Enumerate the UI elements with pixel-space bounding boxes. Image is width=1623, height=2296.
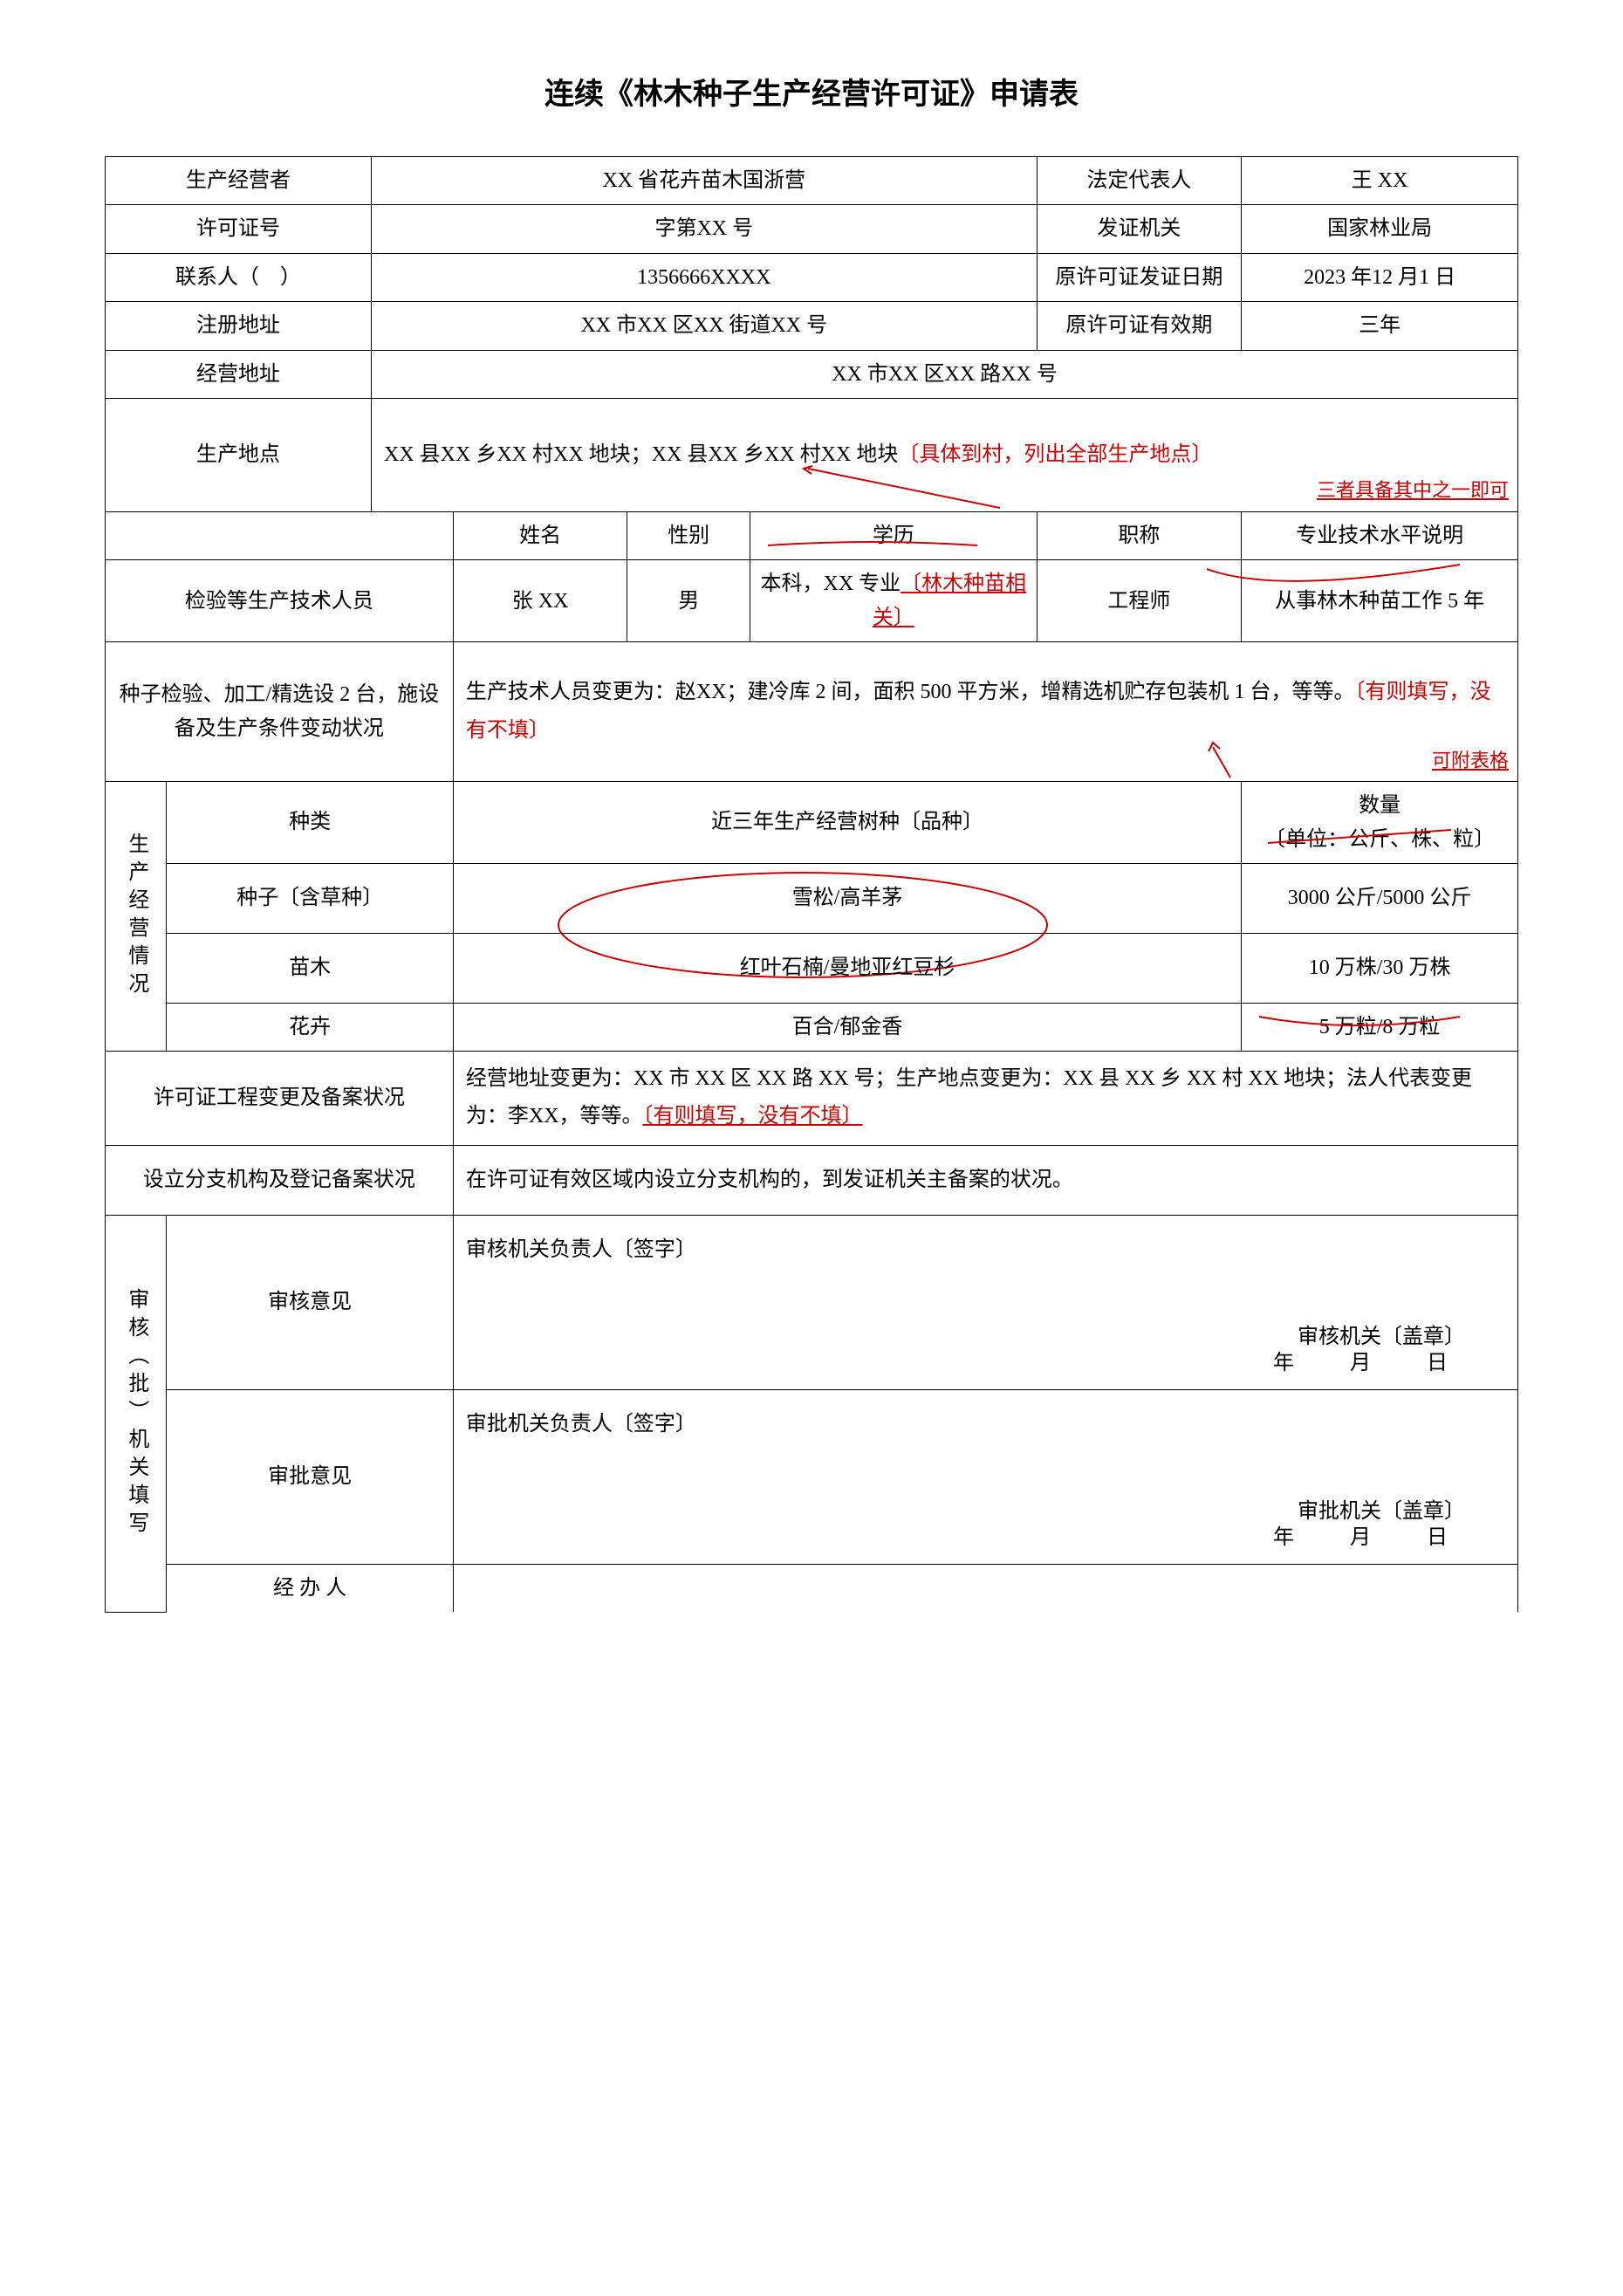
- label-quantity: 数量 〔单位：公斤、株、粒〕: [1242, 782, 1518, 864]
- prod-loc-main: XX 县XX 乡XX 村XX 地块；XX 县XX 乡XX 村XX 地块: [384, 443, 898, 466]
- annotation-three-of-one: 三者具备其中之一即可: [1317, 473, 1509, 508]
- review-head: 审核机关负责人〔签字〕: [466, 1233, 696, 1266]
- value-seedling-species: 红叶石楠/曼地亚红豆杉: [453, 933, 1241, 1003]
- value-flower-species: 百合/郁金香: [453, 1003, 1241, 1051]
- label-operator: 生产经营者: [106, 157, 372, 205]
- eng-change-note: 〔有则填写，没有不填〕: [643, 1105, 863, 1127]
- value-orig-issue-date: 2023 年12 月1 日: [1242, 253, 1518, 301]
- label-orig-issue-date: 原许可证发证日期: [1037, 253, 1242, 301]
- label-flower: 花卉: [167, 1003, 453, 1051]
- label-license-no: 许可证号: [106, 205, 372, 253]
- label-approval-side: 审核︵批︶机关填写: [106, 1215, 167, 1612]
- seed-species-text: 雪松/高羊茅: [792, 887, 903, 909]
- arrow-icon: [454, 642, 1517, 781]
- annotation-attach-table: 可附表格: [1432, 744, 1509, 778]
- label-biz-addr: 经营地址: [106, 350, 372, 398]
- label-branch: 设立分支机构及登记备案状况: [106, 1145, 454, 1215]
- value-seedling-qty: 10 万株/30 万株: [1242, 933, 1518, 1003]
- label-issuer: 发证机关: [1037, 205, 1242, 253]
- label-orig-valid: 原许可证有效期: [1037, 302, 1242, 350]
- approval-date: 年 月 日: [1273, 1521, 1465, 1554]
- review-date: 年 月 日: [1273, 1347, 1465, 1380]
- application-form-table: 生产经营者 XX 省花卉苗木国浙营 法定代表人 王 XX 许可证号 字第XX 号…: [105, 156, 1518, 1613]
- review-block: 审核机关负责人〔签字〕 审核机关〔盖章〕 年 月 日: [453, 1215, 1517, 1389]
- col-skill: 专业技术水平说明: [1242, 511, 1518, 559]
- value-handler: [453, 1564, 1517, 1612]
- col-sex: 性别: [627, 511, 750, 559]
- staff-name: 张 XX: [453, 560, 627, 642]
- col-edu: 学历: [750, 511, 1037, 559]
- empty-cell: [106, 511, 454, 559]
- label-approval-op: 审批意见: [167, 1389, 453, 1564]
- value-seed-species: 雪松/高羊茅: [453, 863, 1241, 933]
- col-edu-text: 学历: [873, 524, 914, 547]
- value-change-status: 生产技术人员变更为：赵XX；建冷库 2 间，面积 500 平方米，增精选机贮存包…: [453, 642, 1517, 782]
- col-title: 职称: [1037, 511, 1242, 559]
- quantity-unit: 〔单位：公斤、株、粒〕: [1264, 828, 1495, 851]
- value-contact: 1356666XXXX: [372, 253, 1037, 301]
- value-prod-loc: XX 县XX 乡XX 村XX 地块；XX 县XX 乡XX 村XX 地块〔具体到村…: [372, 398, 1518, 511]
- label-tech-staff: 检验等生产技术人员: [106, 560, 454, 642]
- value-reg-addr: XX 市XX 区XX 街道XX 号: [372, 302, 1037, 350]
- label-prod-loc: 生产地点: [106, 398, 372, 511]
- label-seedling: 苗木: [167, 933, 453, 1003]
- staff-skill-text: 从事林木种苗工作 5 年: [1275, 590, 1484, 613]
- value-operator: XX 省花卉苗木国浙营: [372, 157, 1037, 205]
- staff-sex: 男: [627, 560, 750, 642]
- col-name: 姓名: [453, 511, 627, 559]
- staff-title: 工程师: [1037, 560, 1242, 642]
- label-handler: 经 办 人: [167, 1564, 453, 1612]
- label-reg-addr: 注册地址: [106, 302, 372, 350]
- label-eng-change: 许可证工程变更及备案状况: [106, 1052, 454, 1145]
- label-species-3yr: 近三年生产经营树种〔品种〕: [453, 782, 1241, 864]
- change-main: 生产技术人员变更为：赵XX；建冷库 2 间，面积 500 平方米，增精选机贮存包…: [466, 681, 1355, 703]
- label-change-status: 种子检验、加工/精选设 2 台，施设备及生产条件变动状况: [106, 642, 454, 782]
- label-category: 种类: [167, 782, 453, 864]
- value-legal-rep: 王 XX: [1242, 157, 1518, 205]
- label-seed: 种子〔含草种〕: [167, 863, 453, 933]
- value-eng-change: 经营地址变更为：XX 市 XX 区 XX 路 XX 号；生产地点变更为：XX 县…: [453, 1052, 1517, 1145]
- value-orig-valid: 三年: [1242, 302, 1518, 350]
- label-prod-biz-side: 生产经营情况: [106, 782, 167, 1052]
- value-biz-addr: XX 市XX 区XX 路XX 号: [372, 350, 1518, 398]
- flower-qty-text: 5 万粒/8 万粒: [1319, 1016, 1441, 1038]
- label-contact: 联系人（ ）: [106, 253, 372, 301]
- eng-change-main: 经营地址变更为：XX 市 XX 区 XX 路 XX 号；生产地点变更为：XX 县…: [466, 1067, 1472, 1127]
- value-issuer: 国家林业局: [1242, 205, 1518, 253]
- approval-block: 审批机关负责人〔签字〕 审批机关〔盖章〕 年 月 日: [453, 1389, 1517, 1564]
- staff-edu: 本科，XX 专业〔林木种苗相关〕: [750, 560, 1037, 642]
- value-flower-qty: 5 万粒/8 万粒: [1242, 1003, 1518, 1051]
- value-seed-qty: 3000 公斤/5000 公斤: [1242, 863, 1518, 933]
- staff-edu-main: 本科，XX 专业: [760, 572, 901, 595]
- label-review-op: 审核意见: [167, 1215, 453, 1389]
- approval-head: 审批机关负责人〔签字〕: [466, 1408, 696, 1441]
- label-legal-rep: 法定代表人: [1037, 157, 1242, 205]
- value-branch: 在许可证有效区域内设立分支机构的，到发证机关主备案的状况。: [453, 1145, 1517, 1215]
- form-title: 连续《林木种子生产经营许可证》申请表: [105, 70, 1518, 113]
- value-license-no: 字第XX 号: [372, 205, 1037, 253]
- quantity-text: 数量: [1359, 794, 1400, 817]
- prod-loc-note: 〔具体到村，列出全部生产地点〕: [898, 443, 1212, 466]
- staff-skill: 从事林木种苗工作 5 年: [1242, 560, 1518, 642]
